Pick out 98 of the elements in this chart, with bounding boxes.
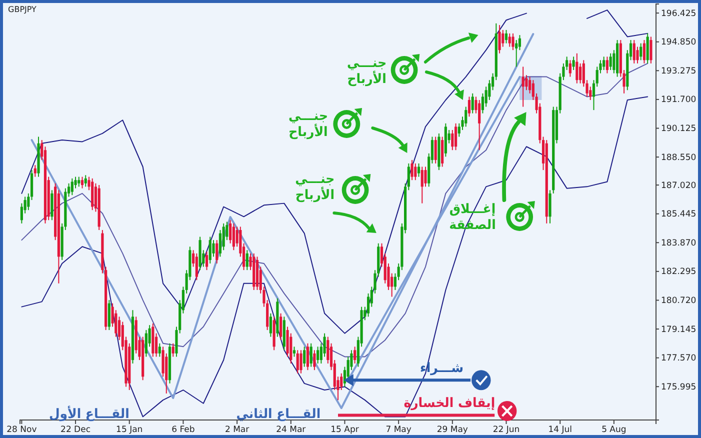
x-tick-label: 2 Mar (224, 425, 250, 436)
x-tick-label: 22 Dec (60, 425, 91, 436)
candlestick (609, 52, 612, 71)
candlestick (441, 136, 444, 168)
y-tick-label: 183.870 (661, 238, 696, 248)
y-tick-label: 193.275 (661, 66, 696, 76)
candlestick (212, 240, 215, 258)
x-tick-label: 15 Jan (116, 425, 143, 436)
candlestick (292, 346, 296, 358)
candlestick (640, 42, 642, 61)
candlestick (303, 346, 306, 368)
y-tick-label: 196.425 (661, 8, 696, 19)
candlestick (34, 164, 36, 178)
candlestick (172, 342, 174, 358)
candlestick (195, 252, 198, 281)
line-series (21, 12, 527, 334)
candlestick (504, 29, 508, 44)
candlestick (232, 222, 235, 251)
candlestick (279, 312, 282, 341)
candlestick (306, 342, 310, 371)
candlestick (454, 122, 458, 151)
x-tick-label: 29 May (436, 425, 468, 436)
candlestick (650, 36, 652, 64)
candlestick (310, 342, 312, 368)
candlestick (50, 190, 54, 221)
candlestick (468, 96, 471, 118)
candlestick (464, 106, 468, 128)
candlestick (108, 300, 110, 331)
line-series (586, 10, 648, 38)
candlestick (478, 100, 481, 151)
candlestick (498, 24, 501, 54)
candlestick (512, 32, 514, 51)
candlestick (313, 350, 316, 371)
annotation: القـــاع الأول (48, 404, 130, 422)
chart-title: GBPJPY (8, 5, 37, 14)
y-tick-label: 175.995 (661, 382, 696, 392)
y-tick-label: 179.145 (661, 324, 696, 335)
candlestick (84, 174, 87, 188)
x-tick-label: 6 Feb (172, 425, 195, 436)
candlestick (208, 236, 212, 264)
candlestick (410, 159, 414, 181)
candlestick (205, 251, 208, 271)
candlestick (508, 32, 511, 48)
y-tick-label: 191.700 (661, 95, 696, 106)
annotation: جنـــي الأرباح (347, 56, 387, 88)
candlestick (296, 350, 299, 374)
candlestick (636, 46, 639, 64)
candlestick (568, 60, 572, 78)
candlestick (632, 40, 636, 64)
x-tick-label: 7 May (386, 425, 412, 436)
x-tick-label: 5 Aug (602, 425, 626, 436)
candlestick (316, 346, 320, 364)
candlestick (424, 166, 427, 188)
candlestick (269, 312, 272, 338)
candlestick (354, 346, 356, 364)
y-tick-label: 177.570 (661, 354, 696, 364)
candlestick (572, 56, 575, 71)
candlestick (646, 32, 649, 64)
annotation: القـــاع الثاني (236, 406, 321, 422)
candlestick (414, 162, 417, 181)
candlestick (602, 56, 606, 71)
x-tick-label: 15 Apr (330, 425, 360, 436)
x-tick-label: 28 Nov (6, 425, 37, 436)
candlestick (434, 136, 437, 164)
candlestick (420, 166, 424, 204)
candlestick (246, 250, 248, 271)
candlestick (471, 92, 474, 114)
candlestick (642, 40, 646, 64)
y-tick-label: 188.550 (661, 152, 696, 163)
annotation: جنـــي الأرباح (288, 108, 328, 140)
candlestick (417, 162, 420, 178)
y-tick-label: 182.295 (661, 267, 696, 278)
y-tick-label: 187.020 (661, 180, 696, 191)
candlestick (326, 336, 330, 364)
candlestick (548, 190, 552, 224)
annotation: جنـــي الأرباح (295, 172, 335, 204)
candlestick (78, 176, 80, 188)
x-tick-label: 22 Jun (492, 425, 520, 436)
candlestick (606, 56, 609, 74)
candlestick (576, 52, 578, 84)
y-tick-label: 185.445 (661, 210, 696, 220)
candlestick (300, 350, 302, 374)
x-tick-label: 24 Mar (276, 425, 306, 436)
candlestick (525, 74, 528, 91)
candlestick (216, 240, 218, 264)
candlestick (158, 342, 161, 358)
candlestick (222, 222, 225, 251)
candlestick (522, 66, 524, 108)
candlestick (451, 129, 454, 151)
y-tick-label: 194.850 (661, 38, 696, 48)
candlestick (80, 176, 84, 189)
y-tick-label: 190.125 (661, 124, 696, 134)
line-series (21, 62, 648, 358)
candlestick (502, 29, 504, 48)
x-tick-label: 14 Jul (548, 425, 572, 436)
candlestick (70, 178, 74, 196)
y-tick-label: 180.720 (661, 296, 696, 306)
candlestick (578, 62, 582, 84)
